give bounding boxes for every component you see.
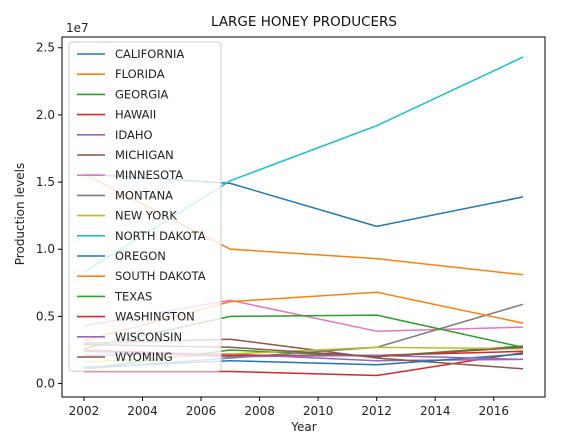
x-tick-label-2008: 2008 <box>244 404 275 418</box>
y-tick-label-2: 1.0 <box>36 242 55 256</box>
legend-entry-michigan: MICHIGAN <box>115 148 174 162</box>
legend-entry-texas: TEXAS <box>114 289 152 303</box>
x-tick-label-2004: 2004 <box>127 404 158 418</box>
x-tick-label-2002: 2002 <box>69 404 100 418</box>
y-tick-label-1: 0.5 <box>36 309 55 323</box>
legend-entry-new-york: NEW YORK <box>115 209 177 223</box>
x-tick-label-2010: 2010 <box>303 404 334 418</box>
legend-entry-washington: WASHINGTON <box>115 310 195 324</box>
x-tick-label-2016: 2016 <box>478 404 509 418</box>
legend-entry-montana: MONTANA <box>115 188 173 202</box>
legend-entry-north-dakota: NORTH DAKOTA <box>115 229 206 243</box>
x-tick-label-2006: 2006 <box>186 404 217 418</box>
legend-entry-georgia: GEORGIA <box>115 87 169 101</box>
y-offset-label: 1e7 <box>66 21 89 35</box>
legend-entry-south-dakota: SOUTH DAKOTA <box>115 269 206 283</box>
legend-entry-hawaii: HAWAII <box>115 108 156 122</box>
y-tick-label-3: 1.5 <box>36 175 55 189</box>
legend-entry-wyoming: WYOMING <box>115 350 173 364</box>
x-tick-label-2012: 2012 <box>361 404 392 418</box>
chart-title: LARGE HONEY PRODUCERS <box>211 14 397 30</box>
legend: CALIFORNIA FLORIDA GEORGIA HAWAII IDAHO MICHI… <box>69 42 221 371</box>
y-tick-label-4: 2.0 <box>36 108 55 122</box>
legend-entry-florida: FLORIDA <box>115 67 165 81</box>
y-tick-label-0: 0.0 <box>36 377 55 391</box>
legend-entry-wisconsin: WISCONSIN <box>115 330 182 344</box>
legend-entry-idaho: IDAHO <box>115 128 153 142</box>
x-axis-label: Year <box>290 420 316 434</box>
legend-entry-oregon: OREGON <box>115 249 166 263</box>
x-tick-label-2014: 2014 <box>420 404 451 418</box>
y-tick-label-5: 2.5 <box>36 41 55 55</box>
legend-entry-minnesota: MINNESOTA <box>115 168 183 182</box>
y-axis-label: Production levels <box>13 163 27 265</box>
legend-entry-california: CALIFORNIA <box>115 47 184 61</box>
